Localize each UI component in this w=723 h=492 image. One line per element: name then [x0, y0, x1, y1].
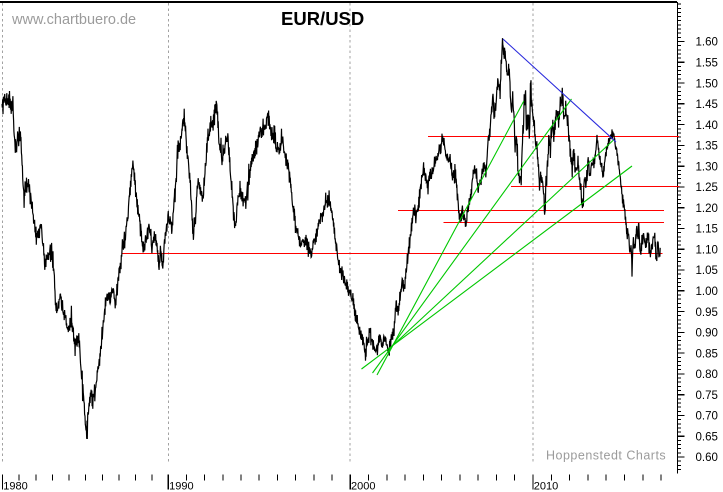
svg-text:0.95: 0.95: [696, 307, 718, 319]
svg-text:0.85: 0.85: [696, 348, 718, 360]
svg-text:1.35: 1.35: [696, 141, 718, 153]
svg-text:1.55: 1.55: [696, 58, 718, 70]
svg-text:1990: 1990: [169, 481, 193, 492]
svg-text:1.10: 1.10: [696, 244, 718, 256]
svg-text:1980: 1980: [3, 481, 27, 492]
svg-text:EUR/USD: EUR/USD: [281, 8, 364, 29]
svg-text:1.30: 1.30: [696, 161, 718, 173]
svg-text:1.60: 1.60: [696, 37, 718, 49]
svg-text:1.40: 1.40: [696, 120, 718, 132]
svg-text:1.15: 1.15: [696, 224, 718, 236]
svg-text:2000: 2000: [351, 481, 375, 492]
svg-text:1.50: 1.50: [696, 78, 718, 90]
svg-text:1.20: 1.20: [696, 203, 718, 215]
svg-text:www.chartbuero.de: www.chartbuero.de: [11, 12, 136, 28]
svg-text:0.65: 0.65: [696, 431, 718, 443]
svg-text:0.80: 0.80: [696, 369, 718, 381]
svg-text:Hoppenstedt Charts: Hoppenstedt Charts: [546, 449, 666, 463]
svg-text:0.70: 0.70: [696, 411, 718, 423]
svg-text:1.00: 1.00: [696, 286, 718, 298]
svg-text:2010: 2010: [534, 481, 558, 492]
svg-text:1.45: 1.45: [696, 99, 718, 111]
svg-text:0.90: 0.90: [696, 328, 718, 340]
svg-text:1.25: 1.25: [696, 182, 718, 194]
svg-text:0.75: 0.75: [696, 390, 718, 402]
svg-text:0.60: 0.60: [696, 452, 718, 464]
svg-text:1.05: 1.05: [696, 265, 718, 277]
